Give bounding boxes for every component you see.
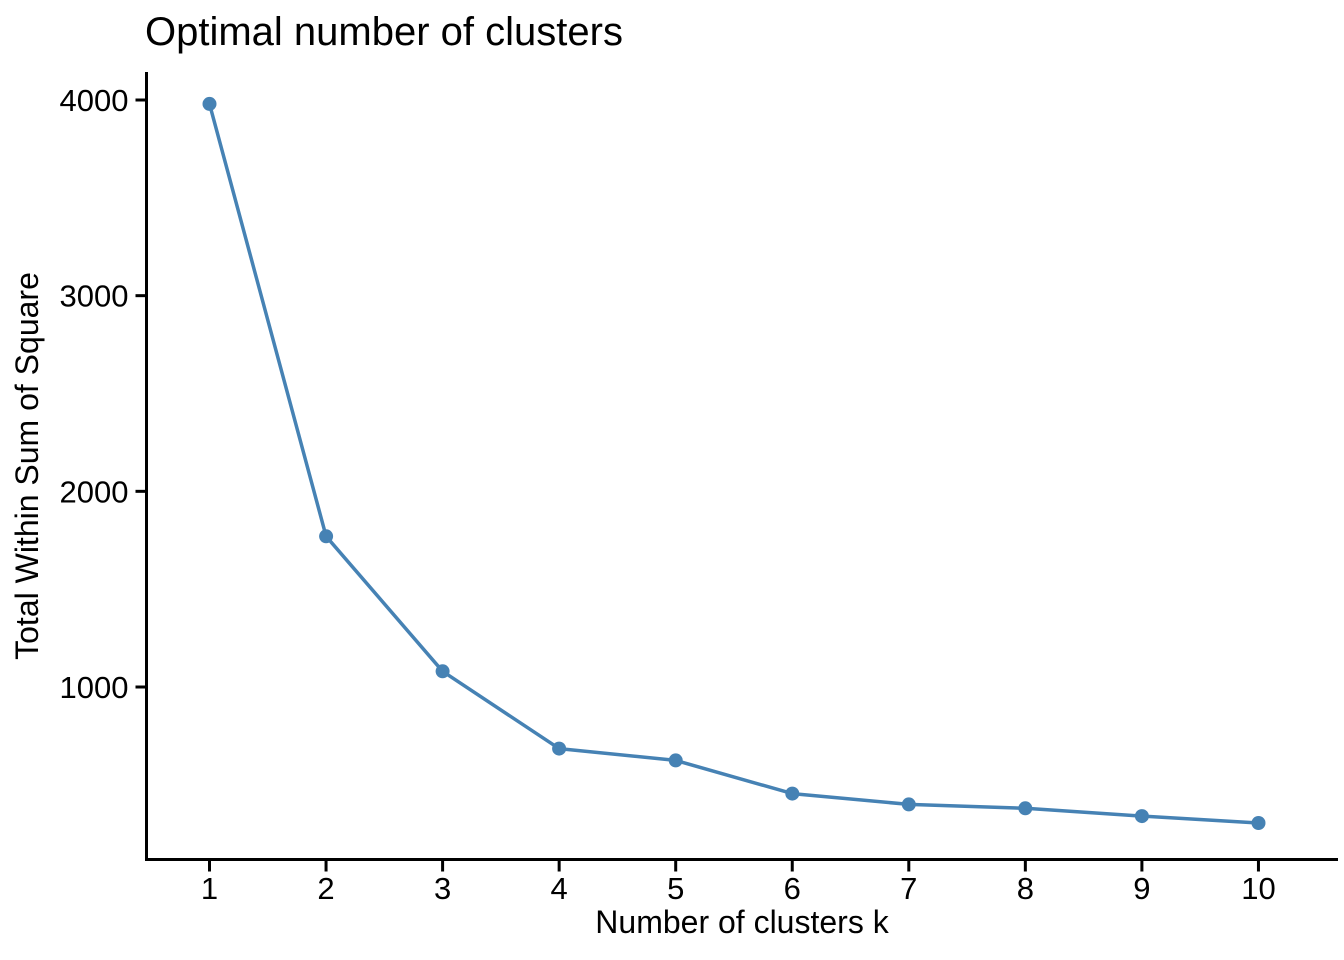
y-tick-label: 4000 (60, 83, 129, 118)
data-point (1251, 816, 1266, 830)
y-tick-label: 3000 (60, 279, 129, 314)
y-axis-title: Total Within Sum of Square (9, 272, 45, 660)
data-point (668, 753, 683, 768)
data-point (901, 797, 916, 812)
data-point (785, 786, 800, 801)
x-tick-label: 7 (900, 871, 917, 906)
y-tick-label: 1000 (60, 670, 129, 705)
series-line (207, 102, 1261, 825)
line-series (202, 96, 1266, 830)
y-tick-label: 2000 (60, 474, 129, 509)
data-point (435, 664, 450, 679)
data-point (552, 741, 567, 756)
x-tick-label: 5 (667, 871, 684, 906)
axes: 1000 2000 3000 4000 1 2 3 4 5 6 7 8 9 10 (60, 72, 1338, 906)
x-axis-title: Number of clusters k (595, 904, 889, 940)
data-point (1134, 809, 1149, 824)
x-tick-label: 6 (784, 871, 801, 906)
data-point (202, 96, 217, 111)
data-point (1018, 801, 1033, 816)
x-tick-label: 1 (201, 871, 218, 906)
x-tick-label: 3 (434, 871, 451, 906)
x-tick-label: 10 (1241, 871, 1275, 906)
chart-title: Optimal number of clusters (145, 10, 623, 54)
x-tick-label: 9 (1133, 871, 1150, 906)
x-tick-label: 2 (317, 871, 334, 906)
x-tick-label: 8 (1017, 871, 1034, 906)
x-tick-label: 4 (551, 871, 568, 906)
data-point (319, 529, 334, 544)
